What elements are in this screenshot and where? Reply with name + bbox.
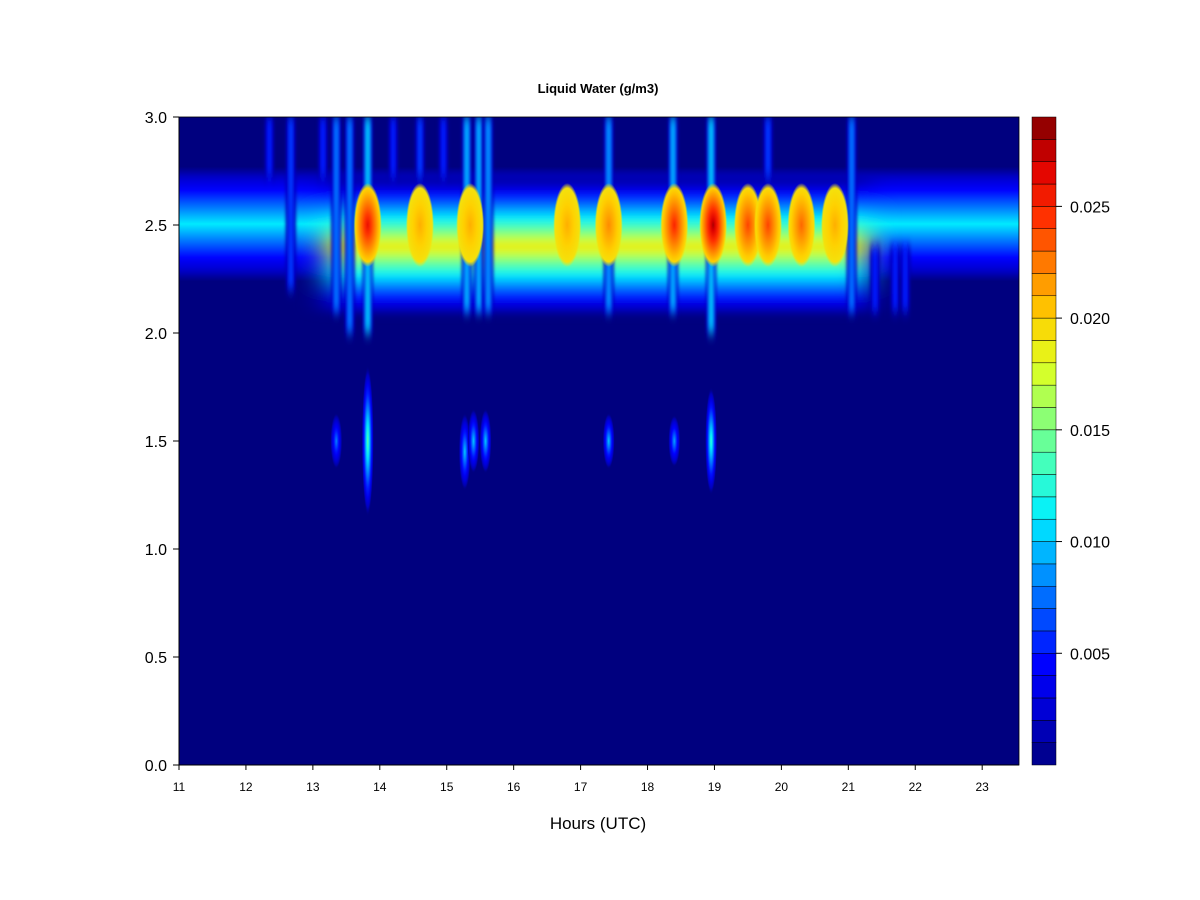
cloud-hotspot	[754, 183, 783, 267]
x-tick-label: 18	[641, 780, 655, 794]
colorbar-segment	[1031, 496, 1057, 520]
cloud-hotspot	[660, 183, 689, 267]
colorbar-segment	[1031, 116, 1057, 140]
colorbar-segment	[1031, 630, 1057, 654]
y-tick-label: 0.0	[145, 758, 167, 775]
colorbar-tick-label: 0.020	[1070, 311, 1110, 328]
y-tick-label: 2.0	[145, 326, 167, 343]
x-tick-label: 23	[976, 780, 990, 794]
lower-cloud-patch	[705, 387, 718, 495]
colorbar-segment	[1031, 183, 1057, 207]
lower-cloud-patch	[479, 408, 492, 474]
colorbar: 0.005 0.010 0.015 0.020 0.025	[1031, 116, 1110, 766]
cloud-hotspot	[405, 183, 434, 267]
colorbar-segment	[1031, 384, 1057, 408]
colorbar-tick-label: 0.025	[1070, 199, 1110, 216]
cloud-hotspot	[594, 183, 623, 267]
x-tick-label: 16	[507, 780, 521, 794]
colorbar-segment	[1031, 720, 1057, 743]
heatmap-field	[179, 117, 1019, 765]
colorbar-segment	[1031, 742, 1057, 766]
cloud-hotspot	[820, 183, 849, 267]
x-tick-label: 22	[909, 780, 923, 794]
colorbar-segment	[1031, 585, 1057, 609]
virga-streak	[264, 117, 275, 178]
colorbar-segment	[1031, 139, 1057, 162]
lower-cloud-patch	[602, 412, 615, 470]
cloud-hotspot	[553, 183, 582, 267]
colorbar-segment	[1031, 474, 1057, 498]
y-axis: 0.0 0.5 1.0 1.5 2.0 2.5 3.0	[145, 110, 180, 775]
colorbar-segment	[1031, 273, 1057, 297]
virga-streak	[414, 117, 425, 178]
colorbar-segment	[1031, 317, 1057, 341]
lower-cloud-patch	[467, 408, 480, 474]
virga-streak	[483, 117, 494, 312]
colorbar-segment	[1031, 675, 1057, 699]
colorbar-segment	[1031, 429, 1057, 453]
colorbar-tick-label: 0.015	[1070, 423, 1110, 440]
virga-streak	[763, 117, 774, 178]
y-tick-label: 2.5	[145, 218, 167, 235]
virga-streak	[870, 246, 881, 312]
virga-streak	[438, 117, 449, 178]
colorbar-segment	[1031, 608, 1057, 632]
virga-streak	[285, 117, 296, 290]
colorbar-segment	[1031, 362, 1057, 386]
x-tick-label: 13	[306, 780, 320, 794]
colorbar-tick-label: 0.010	[1070, 535, 1110, 552]
x-tick-label: 15	[440, 780, 454, 794]
virga-streak	[900, 246, 911, 312]
colorbar-segment	[1031, 563, 1057, 587]
virga-streak	[890, 246, 901, 312]
x-tick-label: 14	[373, 780, 387, 794]
x-axis-label: Hours (UTC)	[550, 814, 646, 833]
x-tick-label: 19	[708, 780, 722, 794]
x-tick-label: 17	[574, 780, 588, 794]
lower-cloud-patch	[330, 412, 343, 470]
colorbar-segment	[1031, 541, 1057, 565]
lower-cloud-patch	[361, 365, 374, 517]
colorbar-segment	[1031, 451, 1057, 475]
colorbar-segment	[1031, 697, 1057, 721]
colorbar-segment	[1031, 228, 1057, 252]
x-tick-label: 20	[775, 780, 789, 794]
plot-area	[178, 116, 1020, 766]
cloud-hotspot	[456, 183, 485, 267]
cloud-hotspot	[699, 183, 728, 267]
colorbar-segment	[1031, 407, 1057, 431]
virga-streak	[331, 117, 342, 312]
y-tick-label: 0.5	[145, 650, 167, 667]
virga-streak	[388, 117, 399, 178]
colorbar-segment	[1031, 161, 1057, 185]
cloud-hotspot	[353, 183, 382, 267]
colorbar-segment	[1031, 206, 1057, 229]
lower-cloud-patch	[668, 415, 681, 467]
x-tick-label: 12	[239, 780, 253, 794]
x-tick-label: 11	[173, 780, 186, 794]
cloud-hotspot	[787, 183, 816, 267]
colorbar-segment	[1031, 250, 1057, 274]
y-tick-label: 1.0	[145, 542, 167, 559]
colorbar-segment	[1031, 295, 1057, 319]
y-tick-label: 1.5	[145, 434, 167, 451]
virga-streak	[846, 117, 857, 312]
virga-streak	[317, 117, 328, 178]
x-tick-label: 21	[842, 780, 856, 794]
chart-title: Liquid Water (g/m3)	[538, 81, 659, 96]
colorbar-segment	[1031, 653, 1057, 676]
colorbar-segment	[1031, 340, 1057, 364]
colorbar-tick-label: 0.005	[1070, 646, 1110, 663]
x-axis: 11 12 13 14 15 16 17 18 19 20 21 22 23	[173, 764, 1019, 794]
y-tick-label: 3.0	[145, 110, 167, 127]
virga-streak	[344, 117, 355, 333]
cloud-hotspot	[733, 183, 762, 267]
colorbar-segment	[1031, 518, 1057, 542]
